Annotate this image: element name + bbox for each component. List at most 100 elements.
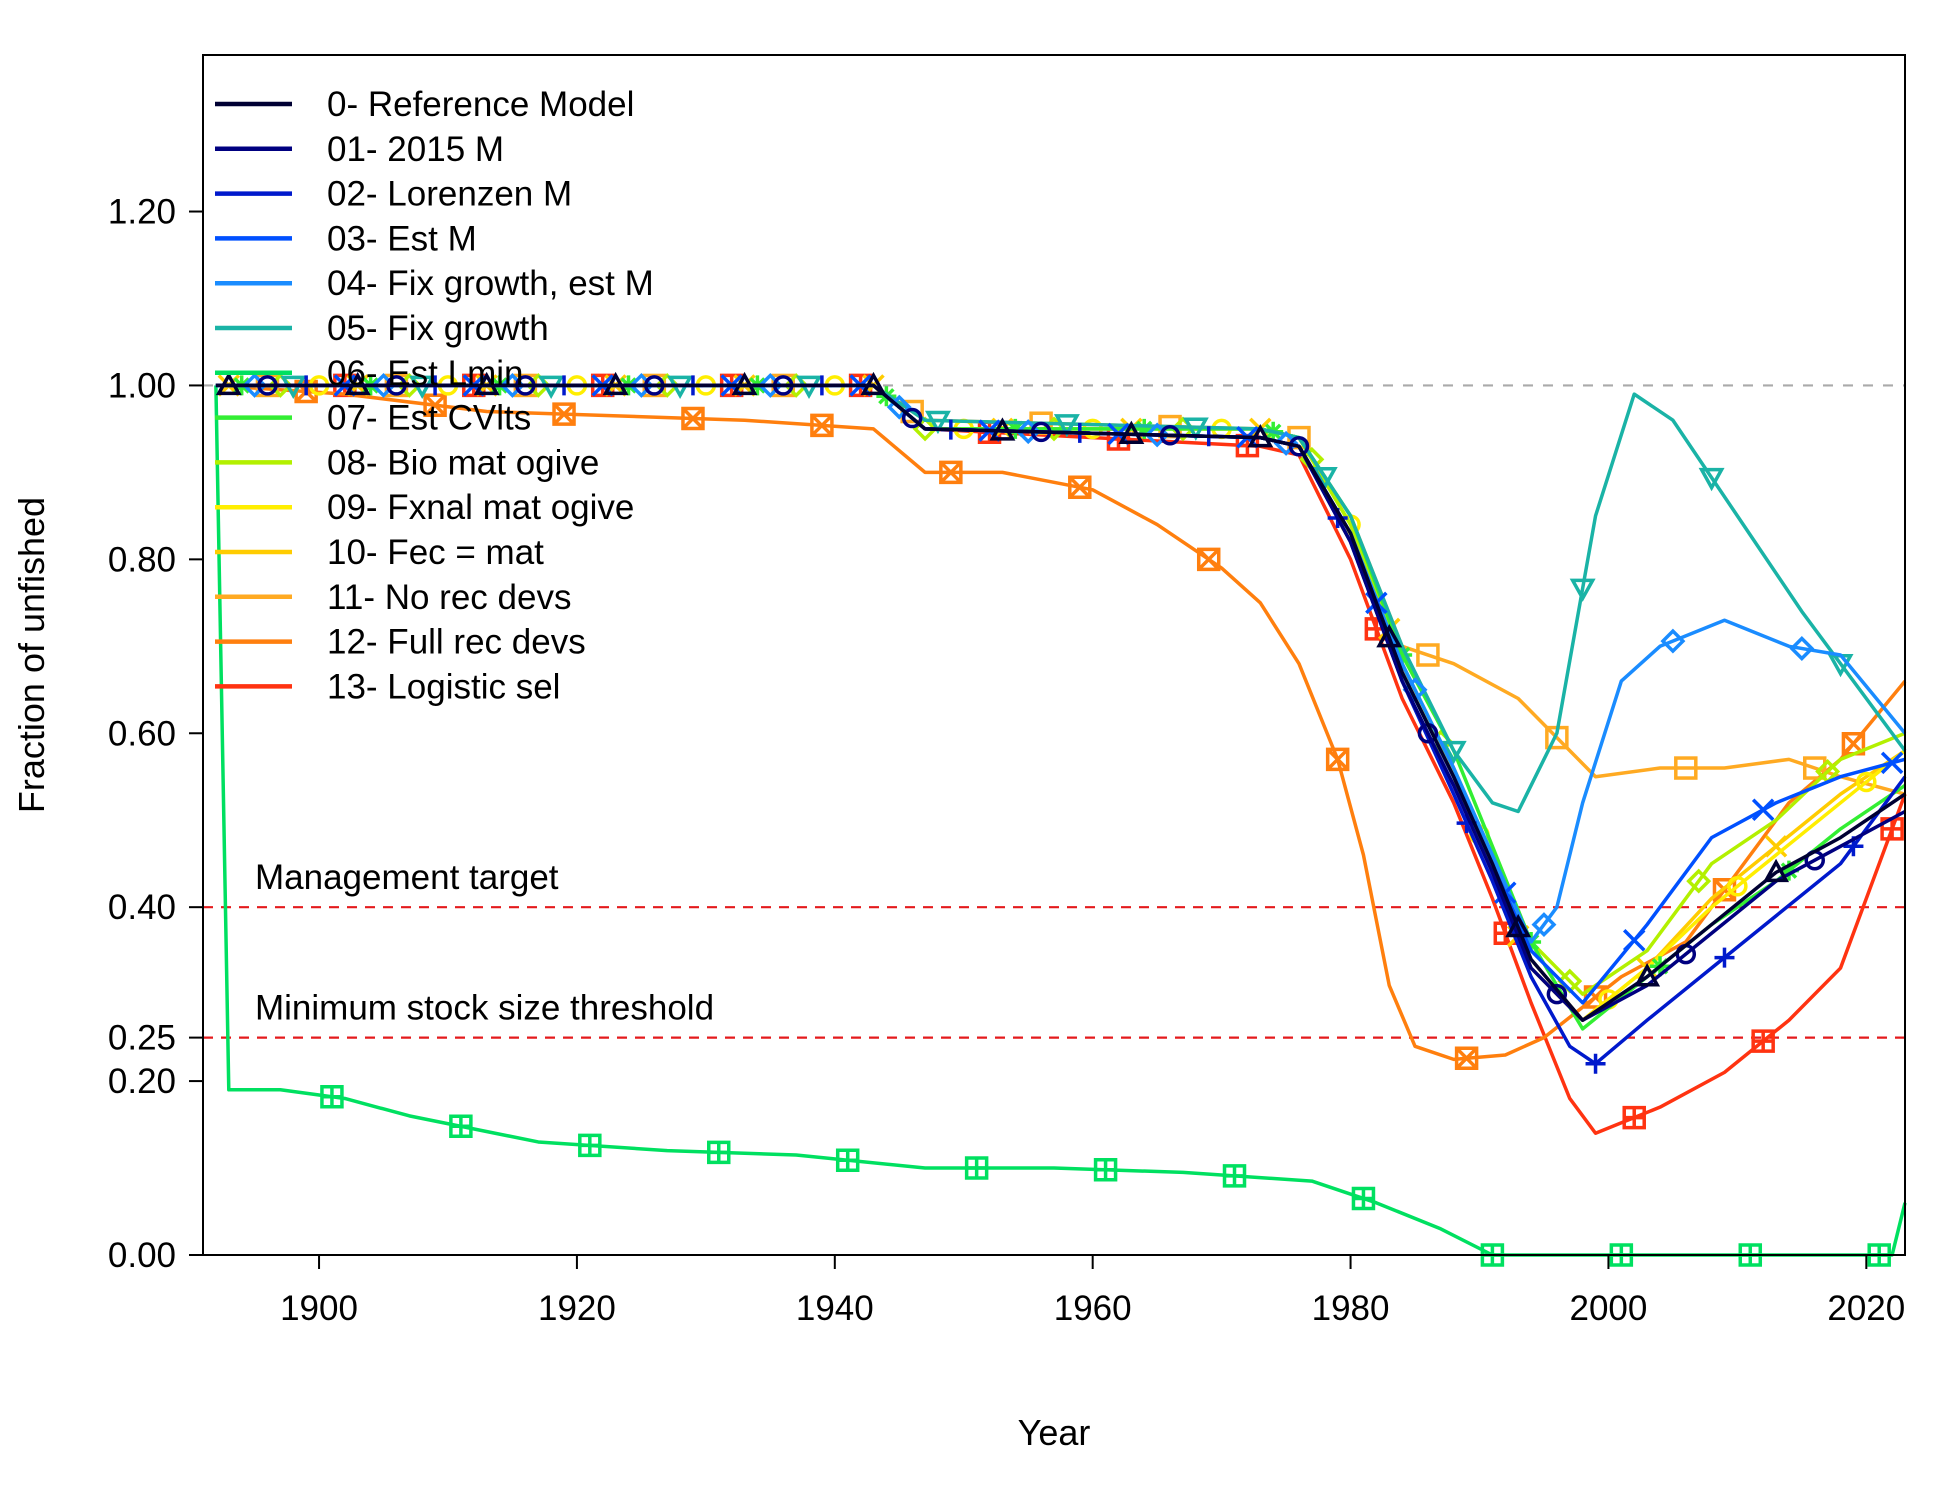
series-marker bbox=[1622, 928, 1646, 952]
series-marker bbox=[1802, 756, 1827, 780]
series-marker bbox=[1686, 868, 1712, 894]
legend-label: 13- Logistic sel bbox=[327, 667, 560, 706]
series-marker bbox=[1714, 947, 1735, 968]
y-tick-label: 0.40 bbox=[108, 888, 176, 927]
legend-label: 12- Full rec devs bbox=[327, 623, 586, 662]
series-marker bbox=[860, 371, 887, 396]
legend-item: 10- Fec = mat bbox=[215, 533, 544, 572]
series-marker bbox=[1093, 1158, 1118, 1182]
x-tick-label: 2000 bbox=[1570, 1289, 1648, 1328]
series-marker bbox=[939, 460, 963, 485]
series-marker bbox=[1134, 418, 1155, 439]
series-marker bbox=[1634, 963, 1661, 987]
series-marker bbox=[1880, 751, 1904, 775]
series-marker bbox=[989, 417, 1016, 441]
legend-item: 02- Lorenzen M bbox=[215, 175, 572, 214]
legend-item: 06- Est Lmin bbox=[215, 354, 523, 393]
x-tick-label: 2020 bbox=[1827, 1289, 1905, 1328]
series-marker bbox=[578, 1133, 602, 1158]
legend: 0- Reference Model 01- 2015 M 02- Lorenzen… bbox=[215, 85, 654, 706]
series-marker bbox=[1325, 747, 1350, 772]
series-marker bbox=[1856, 771, 1877, 793]
legend-item: 08- Bio mat ogive bbox=[215, 443, 599, 482]
series-marker bbox=[1698, 467, 1725, 492]
y-tick-label: 1.00 bbox=[108, 366, 176, 405]
x-tick-label: 1940 bbox=[796, 1289, 874, 1328]
legend-item: 01- 2015 M bbox=[215, 130, 504, 169]
reference-line-label: Minimum stock size threshold bbox=[255, 989, 714, 1028]
plot-frame bbox=[202, 54, 1906, 1256]
series-marker bbox=[1196, 547, 1221, 572]
series-marker bbox=[681, 406, 705, 431]
series-marker bbox=[1789, 636, 1815, 661]
legend-label: 07- Est CVlts bbox=[327, 399, 531, 438]
series-marker bbox=[1416, 643, 1440, 667]
x-tick-label: 1960 bbox=[1054, 1289, 1132, 1328]
x-tick-label: 1980 bbox=[1312, 1289, 1390, 1328]
legend-item: 11- No rec devs bbox=[215, 578, 571, 617]
series-marker bbox=[473, 371, 500, 396]
series-marker bbox=[1247, 424, 1274, 448]
legend-item: 0- Reference Model bbox=[215, 85, 634, 124]
legend-item: 09- Fxnal mat ogive bbox=[215, 488, 634, 527]
series-marker bbox=[1880, 817, 1904, 841]
reference-lines: Management target Minimum stock size thre… bbox=[203, 384, 1905, 1039]
legend-label: 02- Lorenzen M bbox=[327, 175, 572, 214]
series-marker bbox=[1005, 418, 1026, 439]
legend-item: 04- Fix growth, est M bbox=[215, 264, 654, 303]
legend-label: 05- Fix growth bbox=[327, 309, 549, 348]
x-tick-label: 1900 bbox=[280, 1289, 358, 1328]
x-axis-label: Year bbox=[1018, 1412, 1091, 1453]
series-marker bbox=[344, 371, 371, 396]
series-line bbox=[215, 383, 1907, 814]
series-marker bbox=[320, 1084, 344, 1109]
series-marker bbox=[423, 393, 447, 417]
y-tick-label: 0.80 bbox=[108, 540, 176, 579]
series-marker bbox=[1778, 860, 1799, 881]
series-marker bbox=[901, 407, 923, 429]
series-marker bbox=[1118, 420, 1145, 445]
series-line bbox=[215, 383, 1906, 1022]
series-marker bbox=[731, 371, 758, 396]
legend-label: 06- Est Lmin bbox=[327, 354, 523, 393]
series-line bbox=[215, 383, 1906, 1031]
y-tick-label: 0.00 bbox=[108, 1236, 176, 1275]
series-marker bbox=[602, 371, 629, 396]
y-tick-label: 0.20 bbox=[108, 1062, 176, 1101]
series-marker bbox=[707, 1140, 731, 1165]
legend-label: 09- Fxnal mat ogive bbox=[327, 488, 634, 527]
y-tick-label: 0.25 bbox=[108, 1019, 176, 1058]
series-marker bbox=[552, 402, 576, 426]
series-marker bbox=[1288, 436, 1310, 457]
legend-item: 13- Logistic sel bbox=[215, 667, 560, 706]
series-marker bbox=[1392, 645, 1413, 665]
series-marker bbox=[835, 1148, 860, 1172]
series-line bbox=[215, 383, 1907, 1062]
series-line bbox=[215, 383, 1907, 1136]
series-marker bbox=[1674, 756, 1698, 780]
series-marker bbox=[810, 413, 834, 438]
series-marker bbox=[1068, 475, 1092, 500]
legend-item: 03- Est M bbox=[215, 219, 477, 258]
series-marker bbox=[924, 410, 951, 435]
series-marker bbox=[964, 1156, 989, 1180]
series-marker bbox=[1751, 1029, 1775, 1053]
series-marker bbox=[1505, 913, 1532, 938]
series-marker bbox=[1585, 1053, 1606, 1074]
legend-label: 04- Fix growth, est M bbox=[327, 264, 654, 303]
legend-label: 01- 2015 M bbox=[327, 130, 504, 169]
legend-label: 03- Est M bbox=[327, 219, 477, 258]
legend-label: 10- Fec = mat bbox=[327, 533, 544, 572]
series-marker bbox=[1454, 1046, 1479, 1071]
legend-label: 08- Bio mat ogive bbox=[327, 443, 599, 482]
x-tick-label: 1920 bbox=[538, 1289, 616, 1328]
series-marker bbox=[1763, 858, 1790, 883]
series-marker bbox=[1727, 876, 1748, 897]
series-marker bbox=[1182, 417, 1209, 441]
series-layer bbox=[214, 371, 1907, 1267]
series-group bbox=[215, 371, 1906, 1022]
legend-item: 12- Full rec devs bbox=[215, 623, 586, 662]
series-marker bbox=[1764, 835, 1788, 858]
series-marker bbox=[1376, 624, 1403, 648]
legend-item: 07- Est CVlts bbox=[215, 399, 531, 438]
